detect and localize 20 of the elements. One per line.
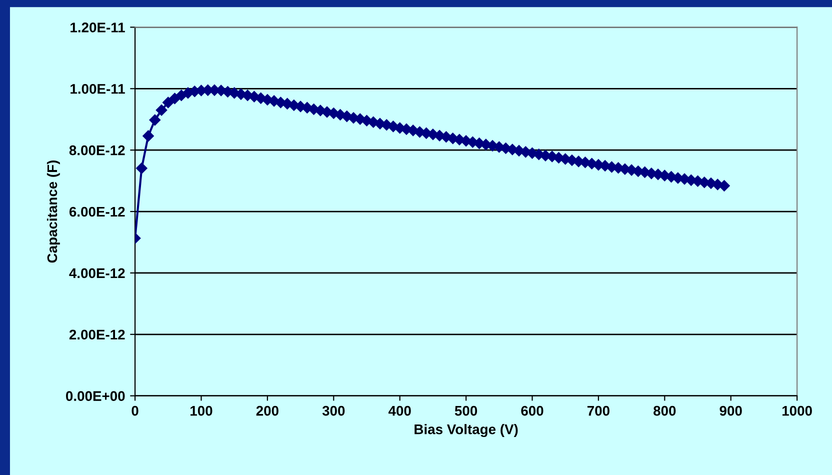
x-tick-label: 300 [322, 406, 345, 416]
x-tick-label: 200 [256, 406, 278, 416]
x-tick-label: 800 [654, 406, 676, 416]
x-axis-title: Bias Voltage (V) [414, 424, 518, 438]
x-tick-label: 400 [388, 406, 411, 416]
y-tick-label: 6.00E-12 [69, 206, 125, 217]
x-tick-label: 1000 [782, 406, 812, 416]
y-tick-label: 4.00E-12 [69, 268, 125, 278]
y-tick-label: 8.00E-12 [69, 145, 125, 156]
x-tick-label: 900 [720, 406, 742, 416]
y-tick-label: 0.00E+00 [66, 391, 125, 401]
x-tick-label: 0 [132, 406, 138, 416]
x-tick-label: 500 [454, 406, 478, 416]
y-tick-label: 1.20E-11 [70, 22, 125, 32]
y-tick-label: 2.00E-12 [69, 330, 125, 340]
x-tick-label: 600 [521, 406, 544, 416]
y-axis-title: Capacitance (F) [46, 160, 60, 263]
x-tick-label: 700 [587, 406, 610, 416]
y-tick-label: 1.00E-11 [70, 84, 125, 94]
x-tick-label: 100 [190, 406, 212, 416]
